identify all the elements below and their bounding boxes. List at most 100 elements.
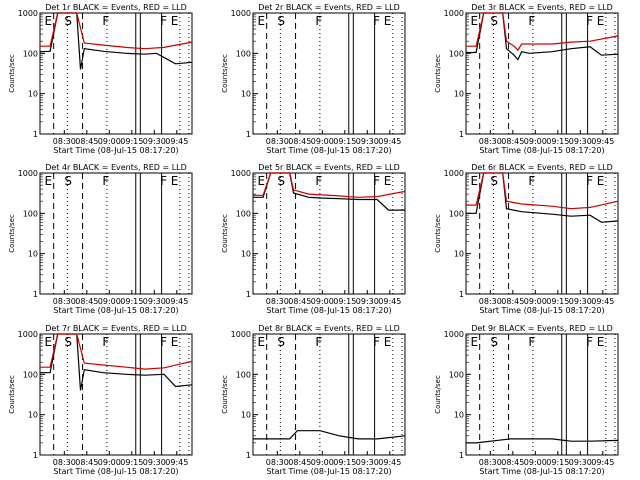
y-tick-label: 10 [454,411,464,420]
x-tick-label: 09:45 [378,458,401,467]
x-axis-label: Start Time (08-Jul-15 08:17:20) [479,467,604,476]
marker-letter: E [384,335,392,349]
x-tick-label: 09:15 [120,137,143,146]
x-tick-label: 08:30 [266,137,289,146]
y-tick-label: 1 [246,290,251,299]
y-tick-label: 100 [23,370,38,379]
y-tick-label: 1 [33,451,38,460]
marker-letter: F [102,174,109,188]
series-line-lld [253,172,406,198]
x-axis-label: Start Time (08-Jul-15 08:17:20) [53,146,178,155]
y-tick-label: 100 [236,209,251,218]
y-tick-label: 1000 [18,330,38,339]
plot-frame [465,333,619,456]
series-line-events [466,438,619,444]
x-tick-label: 09:45 [165,458,188,467]
y-tick-label: 1 [459,290,464,299]
marker-letter: S [277,14,285,28]
x-axis-label: Start Time (08-Jul-15 08:17:20) [266,306,391,315]
chart-panel-9: Det 9r BLACK = Events, RED = LLD 1 10 100 10… [434,324,619,476]
marker-letter: E [597,14,605,28]
marker-letter: E [171,14,179,28]
x-tick-label: 08:45 [75,297,98,306]
x-tick-label: 09:00 [98,297,121,306]
marker-letter: F [373,174,380,188]
plot-frame [39,172,193,295]
x-tick-label: 09:15 [333,297,356,306]
y-tick-label: 10 [28,250,38,259]
x-tick-label: 08:30 [53,137,76,146]
marker-letter: S [490,14,498,28]
marker-letter: F [102,335,109,349]
marker-letter: F [586,335,593,349]
x-tick-label: 08:30 [266,458,289,467]
x-tick-label: 09:00 [98,137,121,146]
marker-letter: E [258,14,266,28]
marker-letter: E [45,174,53,188]
x-tick-label: 09:15 [546,458,569,467]
marker-letter: E [384,174,392,188]
chart-panel-3: Det 3r BLACK = Events, RED = LLD 1 10 100 10… [434,3,619,155]
chart-panel-2: Det 2r BLACK = Events, RED = LLD 1 10 100 10… [221,3,406,155]
y-axis-label: Counts/sec [8,375,16,414]
chart-title: Det 8r BLACK = Events, RED = LLD [258,324,400,333]
marker-letter: E [171,174,179,188]
y-axis-label: Counts/sec [434,54,442,93]
x-tick-label: 09:30 [569,297,592,306]
chart-panel-6: Det 6r BLACK = Events, RED = LLD 1 10 100 10… [434,163,619,315]
chart-title: Det 7r BLACK = Events, RED = LLD [45,324,187,333]
x-tick-label: 09:00 [524,297,547,306]
x-tick-label: 09:15 [546,137,569,146]
x-tick-label: 09:45 [591,297,614,306]
y-axis-label: Counts/sec [434,214,442,253]
x-tick-label: 09:15 [333,458,356,467]
marker-letter: F [315,335,322,349]
x-tick-label: 09:45 [378,297,401,306]
x-axis-label: Start Time (08-Jul-15 08:17:20) [53,306,178,315]
chart-title: Det 4r BLACK = Events, RED = LLD [45,163,187,172]
marker-letter: F [160,14,167,28]
y-tick-label: 1 [459,451,464,460]
y-tick-label: 1 [33,290,38,299]
y-tick-label: 100 [236,370,251,379]
chart-title: Det 6r BLACK = Events, RED = LLD [471,163,613,172]
marker-letter: E [45,14,53,28]
marker-letter: F [373,14,380,28]
marker-letter: S [64,335,72,349]
x-tick-label: 08:30 [479,137,502,146]
marker-letter: E [258,174,266,188]
marker-letter: E [471,335,479,349]
x-tick-label: 09:30 [569,458,592,467]
series-line-events [253,172,405,211]
series-line-lld [466,12,619,52]
chart-panel-7: Det 7r BLACK = Events, RED = LLD 1 10 100 10… [8,324,193,476]
marker-letter: F [528,335,535,349]
x-tick-label: 09:00 [524,137,547,146]
y-tick-label: 1 [246,130,251,139]
series-line-events [466,12,619,61]
y-tick-label: 10 [28,90,38,99]
x-tick-label: 08:30 [479,297,502,306]
y-tick-label: 1000 [444,9,464,18]
y-tick-label: 1000 [231,9,251,18]
x-tick-label: 09:45 [591,137,614,146]
chart-panel-5: Det 5r BLACK = Events, RED = LLD 1 10 100 10… [221,163,406,315]
x-tick-label: 09:15 [120,458,143,467]
series-line-lld [466,172,619,210]
x-tick-label: 09:45 [165,137,188,146]
marker-letter: S [490,174,498,188]
marker-letter: E [597,174,605,188]
x-tick-label: 09:30 [356,297,379,306]
y-tick-label: 1000 [444,330,464,339]
marker-letter: S [277,335,285,349]
y-tick-label: 10 [454,90,464,99]
y-tick-label: 1 [459,130,464,139]
plot-frame [39,12,193,135]
x-tick-label: 09:15 [546,297,569,306]
chart-title: Det 2r BLACK = Events, RED = LLD [258,3,400,12]
series-line-lld [40,333,193,370]
plot-frame [252,172,406,295]
x-axis-label: Start Time (08-Jul-15 08:17:20) [53,467,178,476]
x-tick-label: 08:45 [501,137,524,146]
